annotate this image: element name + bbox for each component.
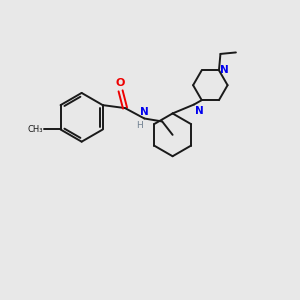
Text: N: N — [140, 107, 149, 117]
Text: CH₃: CH₃ — [28, 125, 43, 134]
Text: H: H — [136, 121, 142, 130]
Text: N: N — [195, 106, 204, 116]
Text: N: N — [220, 65, 229, 75]
Text: O: O — [116, 79, 125, 88]
